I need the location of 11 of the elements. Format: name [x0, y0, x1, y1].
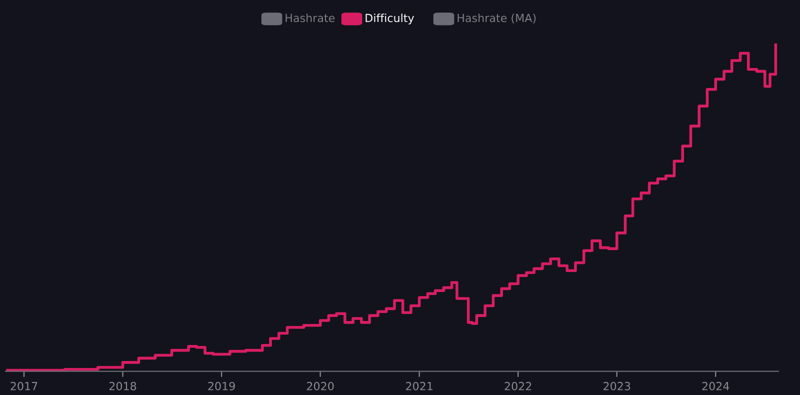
x-tick-label: 2019 [208, 382, 235, 390]
x-tick-label: 2023 [604, 382, 630, 390]
x-tick-label: 2017 [10, 382, 38, 390]
legend-label: Difficulty [366, 14, 414, 24]
x-tick-label: 2024 [702, 382, 730, 390]
x-tick-label: 2021 [406, 382, 432, 390]
x-tick-label: 2022 [504, 382, 532, 390]
x-tick-label: 2018 [109, 382, 136, 390]
legend-label: Hashrate [286, 14, 335, 22]
x-tick-label: 2020 [306, 382, 334, 390]
legend-label: Hashrate (MA) [458, 14, 536, 24]
